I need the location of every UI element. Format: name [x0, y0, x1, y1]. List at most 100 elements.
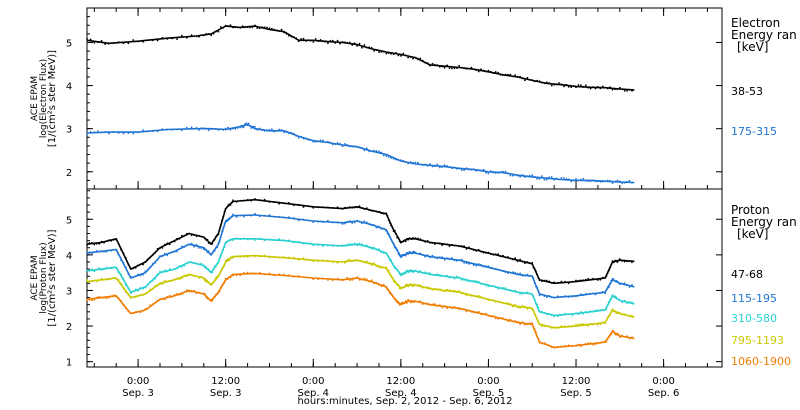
series-point	[426, 302, 429, 305]
series-point	[628, 286, 631, 288]
series-point	[567, 282, 570, 285]
series-point	[210, 298, 213, 301]
series-point	[161, 247, 164, 249]
series-point	[353, 206, 356, 209]
series-point	[516, 272, 519, 275]
series-point	[400, 55, 402, 57]
series-point	[246, 271, 249, 274]
series-point	[403, 302, 406, 305]
series-point	[509, 174, 512, 177]
series-point	[504, 271, 507, 274]
series-point	[361, 207, 363, 210]
series-point	[176, 267, 178, 270]
series-point	[431, 289, 434, 291]
y-axis-label-line: log(Proton Flux)	[39, 242, 49, 313]
series-point	[361, 147, 363, 150]
series-point	[408, 271, 411, 273]
series-point	[492, 72, 495, 74]
series-point	[580, 178, 582, 181]
series-point	[492, 299, 495, 302]
series-point	[548, 82, 551, 84]
series-point	[487, 265, 490, 268]
series-point	[115, 238, 118, 241]
series-point	[475, 250, 478, 252]
series-point	[365, 244, 368, 247]
series-point	[193, 261, 195, 264]
series-point	[224, 207, 227, 210]
series-point	[317, 278, 319, 281]
series-point	[417, 58, 419, 61]
series-point	[482, 69, 485, 72]
series-point	[380, 285, 383, 288]
y-tick-label: 3	[66, 125, 72, 136]
series-point	[198, 277, 200, 279]
y-axis-label-line: ACE EPAM	[30, 255, 40, 300]
series-point	[617, 259, 620, 262]
series-point	[314, 140, 317, 143]
series-point	[120, 300, 122, 302]
series-point	[181, 277, 183, 280]
series-point	[312, 140, 315, 143]
series-point	[610, 297, 613, 300]
series-point	[241, 25, 244, 28]
series-point	[502, 270, 504, 273]
series-point	[421, 164, 424, 167]
series-point	[407, 285, 409, 288]
series-point	[460, 278, 463, 281]
series-point	[417, 237, 419, 240]
series-point	[127, 273, 130, 275]
series-point	[400, 159, 402, 162]
series-point	[156, 39, 159, 42]
series-point	[120, 282, 122, 285]
series-point	[297, 275, 300, 277]
series-point	[105, 240, 108, 243]
series-point	[516, 306, 519, 309]
series-point	[580, 323, 582, 326]
series-point	[441, 274, 444, 277]
series-point	[470, 66, 473, 69]
series-point	[564, 280, 566, 283]
series-point	[86, 244, 88, 247]
series-point	[516, 75, 519, 78]
series-point	[382, 283, 385, 286]
series-point	[553, 326, 555, 329]
series-point	[370, 210, 373, 212]
series-point	[538, 310, 541, 312]
series-point	[592, 343, 594, 346]
series-point	[545, 313, 548, 316]
series-point	[606, 87, 609, 90]
proton-plot-frame	[86, 188, 723, 368]
series-point	[341, 244, 344, 247]
series-point	[156, 247, 159, 250]
series-point	[365, 207, 368, 210]
series-point	[129, 275, 132, 278]
series-point	[438, 65, 441, 68]
series-point	[139, 311, 142, 314]
series-point	[361, 46, 363, 49]
series-point	[137, 273, 140, 276]
series-point	[455, 167, 458, 170]
series-point	[181, 293, 183, 296]
series-point	[507, 289, 509, 291]
series-point	[426, 272, 429, 274]
series-point	[472, 68, 475, 71]
series-point	[202, 34, 205, 37]
series-point	[195, 35, 198, 38]
x-tick-date-label: Sep. 5	[560, 388, 592, 399]
series-point	[414, 269, 417, 272]
series-point	[589, 342, 592, 345]
series-point	[222, 27, 225, 29]
series-point	[88, 269, 91, 272]
series-line	[86, 238, 635, 317]
series-point	[190, 290, 193, 293]
series-point	[514, 289, 517, 292]
series-point	[577, 279, 580, 282]
series-point	[521, 321, 524, 323]
series-point	[91, 268, 93, 271]
series-point	[611, 308, 614, 311]
series-point	[132, 276, 135, 279]
y-tick-label: 1	[66, 358, 72, 369]
series-point	[193, 234, 195, 236]
series-point	[144, 292, 147, 295]
